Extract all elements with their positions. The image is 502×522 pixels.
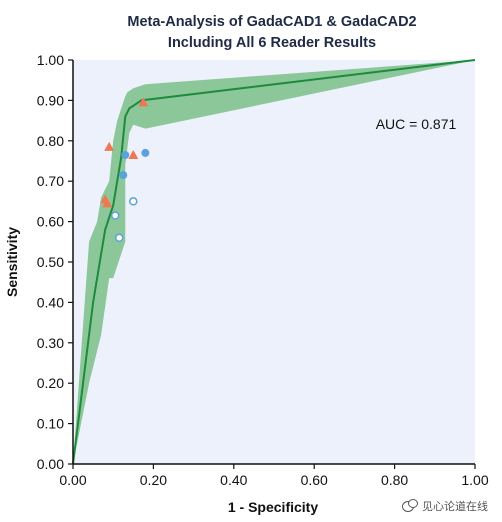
chat-bubbles-icon [402,499,418,513]
x-tick-label: 0.20 [140,472,167,488]
watermark-text: 见心论道在线 [422,500,488,513]
chart-title-line2: Including All 6 Reader Results [168,35,376,51]
open-circle-point [129,197,138,206]
triangle-point [128,149,139,159]
triangle-point [102,198,113,208]
open-circle-point [114,233,124,243]
x-axis-label: 1 - Specificity [228,499,318,515]
roc-curve [72,59,476,465]
chart-title-line1: Meta-Analysis of GadaCAD1 & GadaCAD2 [127,14,416,30]
x-tick-label: 0.00 [59,472,86,488]
watermark: 见心论道在线 [402,498,488,514]
y-tick-label: 0.40 [37,294,64,310]
y-tick-label: 0.30 [37,335,64,351]
y-tick-label: 0.50 [37,254,64,270]
triangle-point [138,97,149,107]
auc-annotation: AUC = 0.871 [376,116,457,132]
y-tick-label: 0.10 [37,416,64,432]
filled-circle-point [119,171,128,180]
y-tick-label: 0.00 [37,456,64,472]
y-tick-label: 0.20 [37,375,64,391]
y-tick-label: 0.70 [37,173,64,189]
y-tick-label: 0.60 [37,214,64,230]
y-tick-label: 0.80 [37,133,64,149]
x-tick-label: 0.40 [220,472,247,488]
x-tick-label: 0.80 [381,472,408,488]
triangle-point [104,141,115,151]
y-tick-label: 0.90 [37,92,64,108]
y-axis-label: Sensitivity [4,227,20,297]
filled-circle-point [121,150,130,159]
plot-area [73,60,475,464]
filled-circle-point [141,148,150,157]
x-tick-label: 0.60 [301,472,328,488]
y-tick-label: 1.00 [37,52,64,68]
open-circle-point [110,211,120,220]
x-tick-label: 1.00 [461,472,488,488]
